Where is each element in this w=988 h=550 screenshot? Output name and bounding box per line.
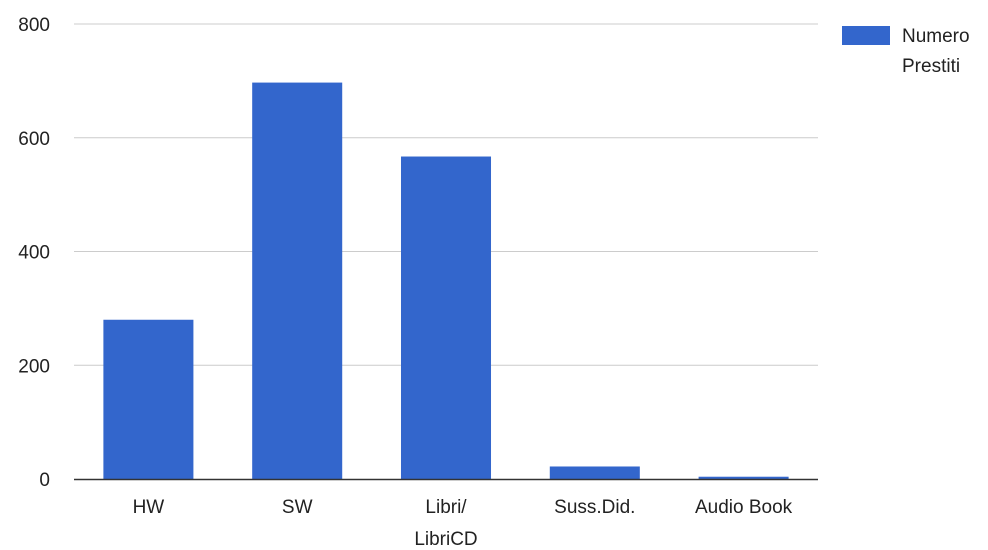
bar xyxy=(549,466,640,479)
x-tick-label-line: HW xyxy=(133,497,165,518)
y-axis-tick-labels: 0 200 400 600 800 xyxy=(18,15,50,491)
y-tick-label: 0 xyxy=(39,470,50,491)
x-tick-label-line: SW xyxy=(282,497,313,518)
x-tick-label-line: LibriCD xyxy=(414,529,477,550)
x-tick-label: Suss.Did. xyxy=(554,497,635,518)
bar xyxy=(698,476,789,479)
legend-label-line: Prestiti xyxy=(902,56,960,77)
x-tick-label-line: Suss.Did. xyxy=(554,497,635,518)
legend-swatch xyxy=(842,26,890,45)
x-tick-label: Libri/LibriCD xyxy=(414,497,477,550)
legend: Numero Prestiti xyxy=(842,26,970,77)
bar xyxy=(103,319,194,479)
x-tick-label-line: Libri/ xyxy=(425,497,467,518)
y-tick-label: 800 xyxy=(18,15,50,36)
y-tick-label: 200 xyxy=(18,356,50,377)
x-tick-label: Audio Book xyxy=(695,497,793,518)
x-axis-tick-labels: HW SW Libri/LibriCD Suss.Did. Audio Book xyxy=(133,497,793,550)
bar xyxy=(252,82,343,480)
bars xyxy=(103,82,789,480)
legend-label: Numero Prestiti xyxy=(902,26,970,77)
x-tick-label-line: Audio Book xyxy=(695,497,793,518)
x-tick-label: HW xyxy=(133,497,165,518)
y-tick-label: 600 xyxy=(18,129,50,150)
bar xyxy=(400,156,492,480)
legend-label-line: Numero xyxy=(902,26,970,47)
y-tick-label: 400 xyxy=(18,243,50,264)
x-tick-label: SW xyxy=(282,497,313,518)
